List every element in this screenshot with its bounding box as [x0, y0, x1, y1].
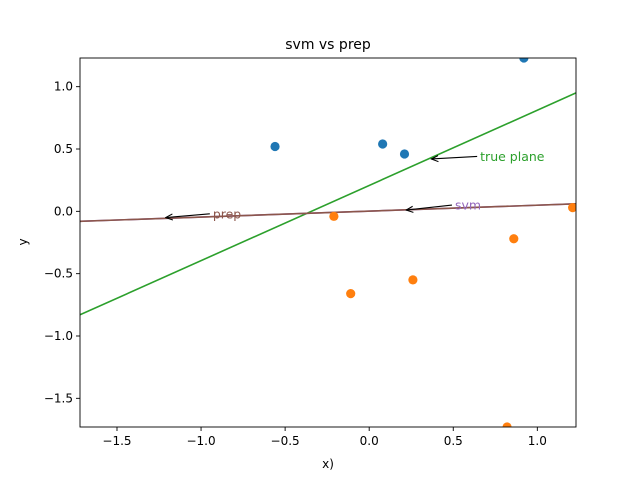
x-tick-label: −1.5: [102, 434, 131, 448]
series-2-point: [408, 275, 418, 285]
x-tick-label: 0.0: [360, 434, 379, 448]
series-1-point: [399, 149, 410, 159]
x-tick-label: −0.5: [271, 434, 300, 448]
y-axis-label: y: [16, 238, 30, 245]
chart-title: svm vs prep: [285, 37, 371, 53]
series-1-point: [378, 139, 388, 149]
y-tick-label: −1.5: [44, 391, 73, 405]
series-2-point: [502, 422, 512, 427]
plot-frame: [79, 57, 577, 428]
x-tick-label: 1.0: [528, 434, 547, 448]
y-tick-label: −0.5: [44, 267, 73, 281]
prep-line: [80, 203, 576, 223]
x-axis-label: x): [322, 457, 334, 471]
series-2-point: [346, 289, 356, 299]
series-1-point: [519, 58, 529, 63]
series-2-point: [509, 234, 519, 244]
prep-annotation-arrow: [166, 213, 210, 218]
svm-annotation-label: svm: [455, 198, 481, 213]
y-tick-label: 0.5: [54, 142, 73, 156]
prep-annotation-label: prep: [213, 206, 241, 221]
x-tick-label: −1.0: [186, 434, 215, 448]
y-tick-label: 0.0: [54, 204, 73, 218]
svm-annotation-arrow: [406, 204, 453, 210]
y-tick-label: −1.0: [44, 329, 73, 343]
true-plane-annotation-label: true plane: [480, 149, 545, 164]
series-1-point: [270, 141, 280, 152]
series-2-point: [568, 202, 576, 213]
y-tick-label: 1.0: [54, 80, 73, 94]
x-tick-label: 0.5: [444, 434, 463, 448]
true-plane-line: [80, 92, 576, 316]
series-2-point: [329, 211, 339, 221]
true-plane-annotation-arrow: [431, 156, 478, 158]
